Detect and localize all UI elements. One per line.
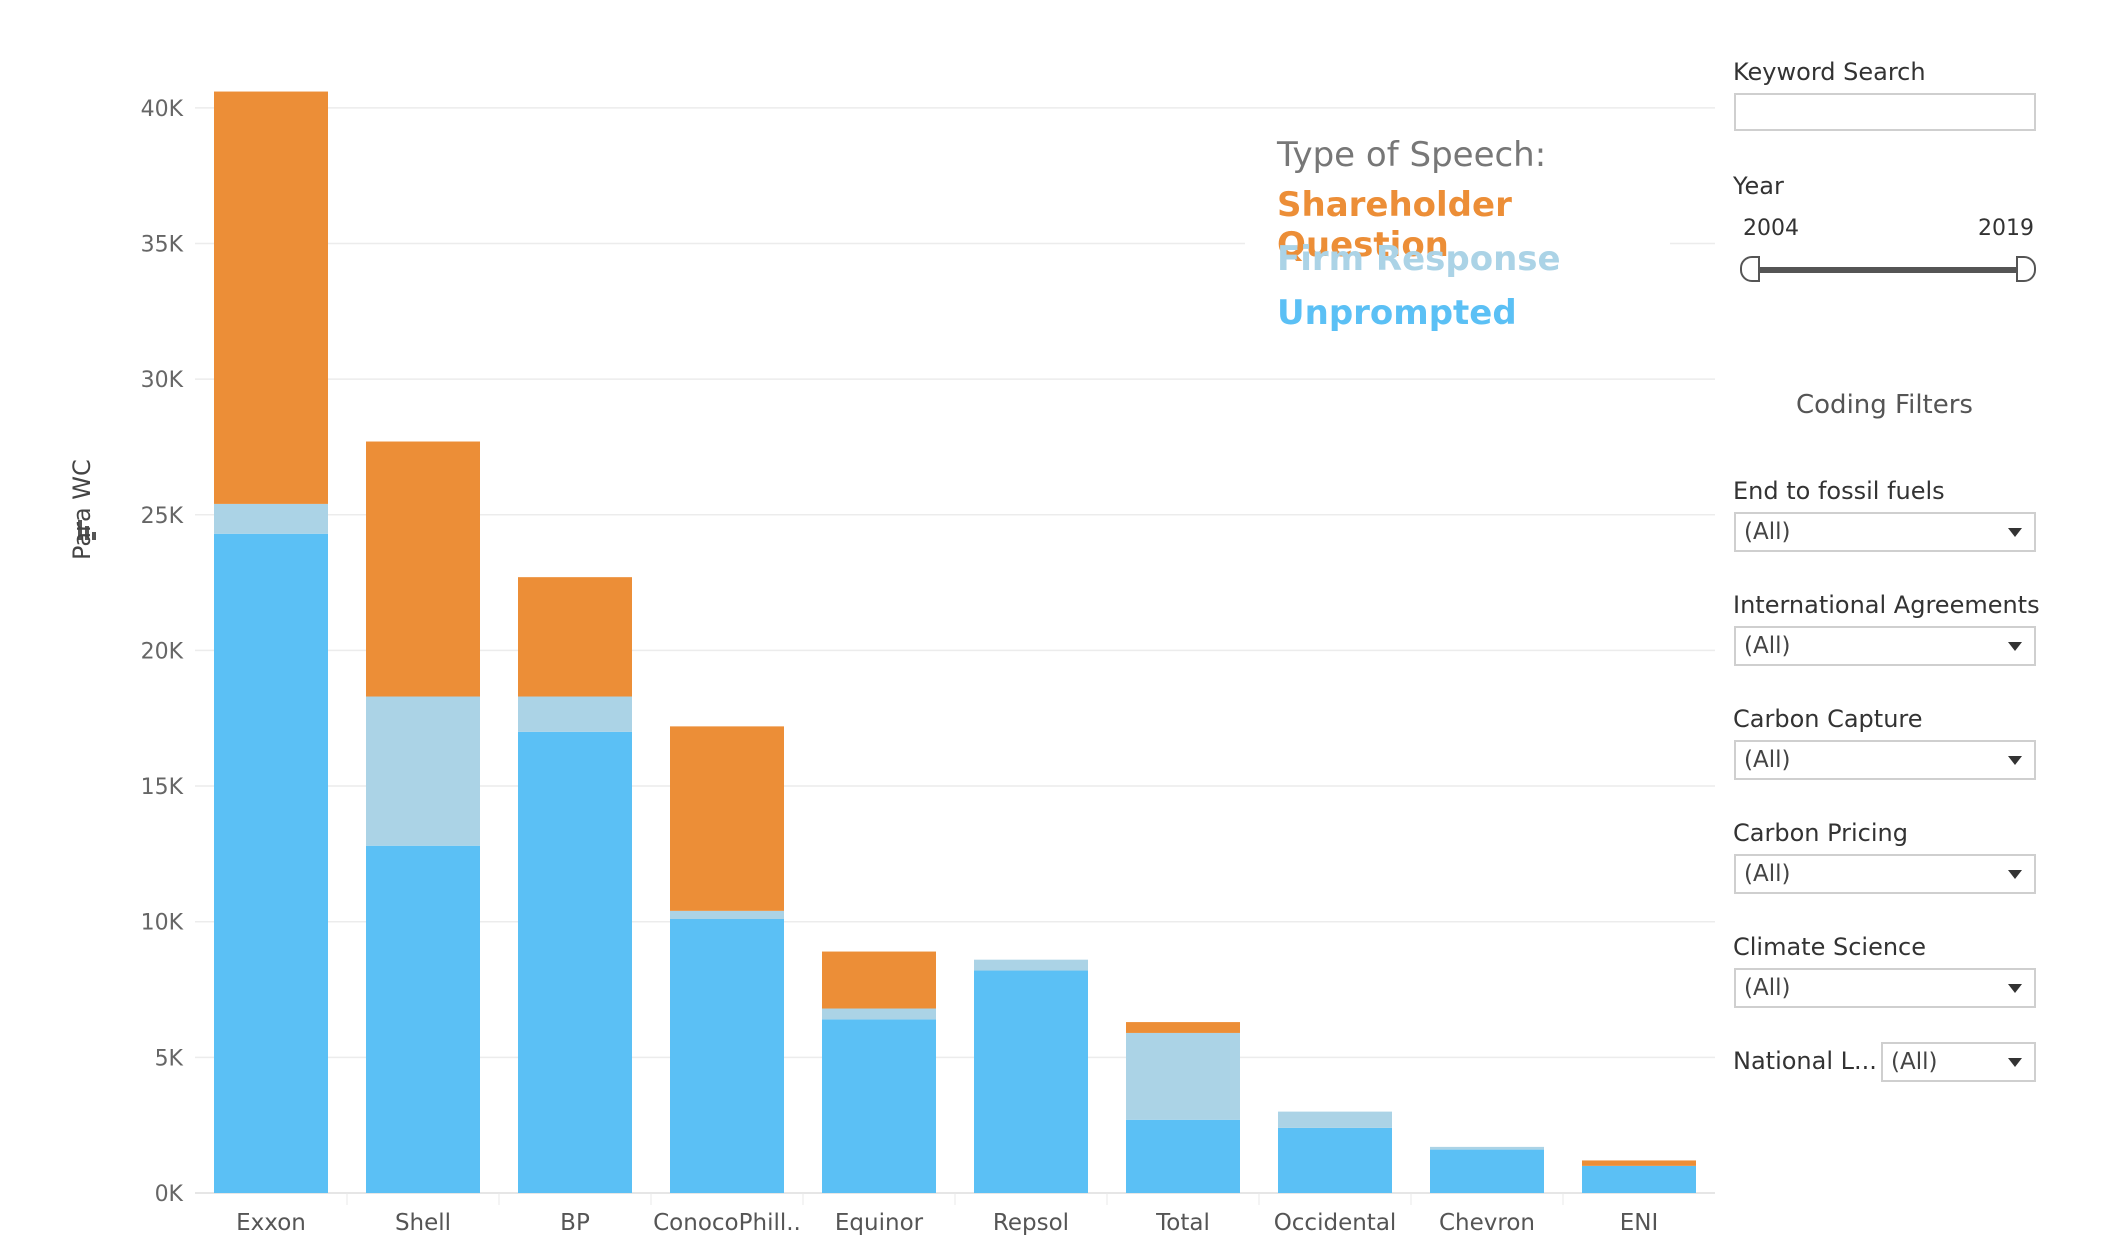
legend-title: Type of Speech: [1277,135,1547,175]
dropdown-value: (All) [1744,861,1791,887]
legend: Type of Speech: Shareholder Question Fir… [1245,125,1670,355]
y-axis-ticks: 0K 5K 10K 15K 20K 25K 30K 35K 40K [141,97,184,1207]
bar-segment-shareholder-question[interactable] [1582,1160,1696,1166]
bar-segment-shareholder-question[interactable] [366,441,480,697]
x-axis-categories: Exxon Shell BP ConocoPhill.. Equinor Repsol To… [236,1210,1658,1236]
climate-science-dropdown[interactable]: (All) [1734,968,2036,1008]
bar-segment-shareholder-question[interactable] [1126,1022,1240,1033]
chevron-down-icon [2008,528,2022,537]
bar-segment-shareholder-question[interactable] [518,577,632,697]
y-tick-label: 25K [141,504,184,529]
dropdown-value: (All) [1891,1049,1938,1075]
y-tick-label: 30K [141,368,184,393]
y-tick-label: 40K [141,97,184,122]
bar-segment-shareholder-question[interactable] [670,726,784,911]
filter-label-carbon-capture: Carbon Capture [1733,705,1923,733]
national-l-dropdown[interactable]: (All) [1881,1042,2036,1082]
year-label: Year [1733,172,1784,200]
chevron-down-icon [2008,642,2022,651]
keyword-search-input[interactable] [1734,93,2036,131]
y-tick-label: 0K [155,1182,184,1207]
x-category-label: BP [560,1210,590,1236]
bar-segment-shareholder-question[interactable] [822,951,936,1009]
legend-item-firm-response[interactable]: Firm Response [1277,239,1561,279]
end-to-fossil-fuels-dropdown[interactable]: (All) [1734,512,2036,552]
bar-segment-unprompted[interactable] [1430,1149,1544,1193]
bar-segment-unprompted[interactable] [1582,1165,1696,1193]
year-slider-min-handle[interactable] [1740,256,1760,282]
year-slider-max-handle[interactable] [2016,256,2036,282]
bar-segment-unprompted[interactable] [1278,1127,1392,1193]
x-category-label: Equinor [835,1210,924,1236]
chevron-down-icon [2008,984,2022,993]
y-tick-label: 10K [141,911,184,936]
x-category-label: Chevron [1439,1210,1535,1236]
bar-segment-unprompted[interactable] [518,731,632,1193]
year-min-value: 2004 [1743,216,1799,241]
y-tick-label: 15K [141,775,184,800]
x-category-label: Shell [395,1210,451,1236]
year-max-value: 2019 [1978,216,2034,241]
bar-segment-firm-response[interactable] [518,696,632,732]
year-slider-track[interactable] [1750,267,2026,273]
international-agreements-dropdown[interactable]: (All) [1734,626,2036,666]
carbon-capture-dropdown[interactable]: (All) [1734,740,2036,780]
bar-segment-firm-response[interactable] [1126,1032,1240,1120]
bar-segment-unprompted[interactable] [822,1019,936,1193]
keyword-search-label: Keyword Search [1733,58,1926,86]
coding-filters-title: Coding Filters [1796,390,1973,420]
bar-segment-unprompted[interactable] [214,533,328,1193]
filter-label-national-l: National L... [1733,1047,1877,1075]
bar-segment-firm-response[interactable] [214,503,328,534]
dropdown-value: (All) [1744,519,1791,545]
y-tick-label: 35K [141,232,184,257]
y-tick-label: 5K [155,1046,184,1071]
dropdown-value: (All) [1744,975,1791,1001]
bar-segment-firm-response[interactable] [1430,1146,1544,1150]
carbon-pricing-dropdown[interactable]: (All) [1734,854,2036,894]
x-category-label: ENI [1620,1210,1659,1236]
x-category-label: ConocoPhill.. [653,1210,801,1236]
bar-segment-unprompted[interactable] [366,845,480,1193]
dropdown-value: (All) [1744,747,1791,773]
bar-segment-firm-response[interactable] [974,959,1088,971]
x-category-label: Repsol [993,1210,1069,1236]
chevron-down-icon [2008,756,2022,765]
sort-icon[interactable] [78,520,102,542]
legend-item-unprompted[interactable]: Unprompted [1277,293,1517,333]
filter-label-international-agreements: International Agreements [1733,591,2040,619]
bar-segment-unprompted[interactable] [1126,1119,1240,1193]
x-category-label: Occidental [1274,1210,1397,1236]
filter-label-carbon-pricing: Carbon Pricing [1733,819,1908,847]
y-tick-label: 20K [141,639,184,664]
bar-segment-firm-response[interactable] [1278,1111,1392,1128]
filter-label-climate-science: Climate Science [1733,933,1927,961]
x-category-label: Exxon [236,1210,306,1236]
filter-label-end-to-fossil-fuels: End to fossil fuels [1733,477,1945,505]
bar-segment-firm-response[interactable] [822,1008,936,1020]
bar-segment-firm-response[interactable] [670,910,784,919]
bars [214,91,1696,1193]
chevron-down-icon [2008,870,2022,879]
legend-item-shareholder-question[interactable]: Shareholder Question [1277,185,1512,265]
bar-segment-firm-response[interactable] [366,696,480,846]
x-category-label: Total [1155,1210,1210,1236]
bar-segment-unprompted[interactable] [670,918,784,1193]
dropdown-value: (All) [1744,633,1791,659]
bar-segment-unprompted[interactable] [974,970,1088,1193]
y-axis-title: Para WC [68,459,96,560]
bar-segment-shareholder-question[interactable] [214,91,328,504]
chevron-down-icon [2008,1058,2022,1067]
